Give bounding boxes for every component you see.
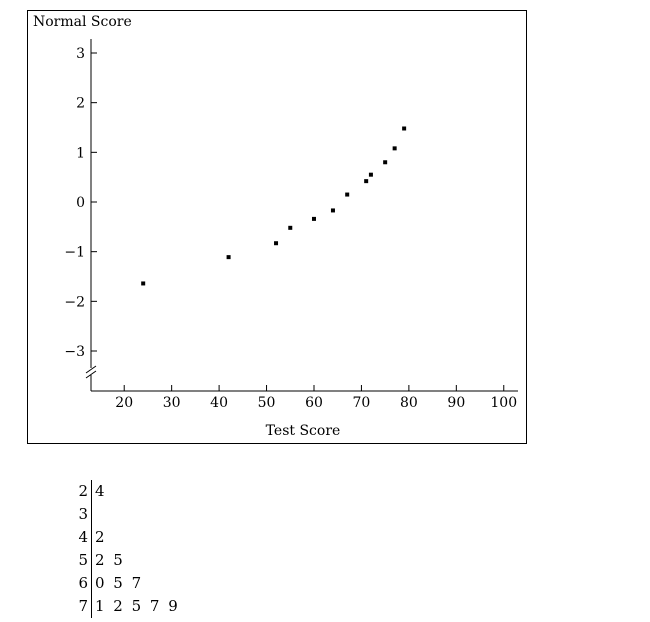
stem-value: 7 bbox=[66, 595, 92, 618]
x-tick-label: 100 bbox=[490, 395, 517, 411]
stem-value: 4 bbox=[66, 526, 92, 549]
x-tick-label: 70 bbox=[353, 395, 371, 411]
stem-value: 3 bbox=[66, 503, 92, 526]
x-tick-label: 40 bbox=[210, 395, 228, 411]
x-tick-label: 30 bbox=[163, 395, 181, 411]
x-tick-label: 80 bbox=[400, 395, 418, 411]
data-point bbox=[368, 172, 373, 177]
stem-value: 2 bbox=[66, 480, 92, 503]
stem-leaf-row: 3 bbox=[66, 503, 180, 526]
normal-probability-plot: Normal Score Test Score 20 30 40 50 60 70 80 90… bbox=[27, 10, 527, 444]
data-point bbox=[330, 208, 335, 213]
leaf-values: 1 2 5 7 9 bbox=[95, 597, 180, 615]
data-point bbox=[274, 241, 279, 246]
leaf-values: 4 bbox=[95, 482, 107, 500]
y-tick-label: −2 bbox=[64, 294, 85, 310]
axis-break-mark bbox=[85, 370, 97, 379]
leaf-values bbox=[92, 503, 95, 526]
y-tick-label: −3 bbox=[64, 344, 85, 360]
y-tick-label: −1 bbox=[64, 245, 85, 261]
x-tick-label: 50 bbox=[258, 395, 276, 411]
x-tick-label: 20 bbox=[115, 395, 133, 411]
y-tick-label: 1 bbox=[76, 145, 85, 161]
data-point bbox=[141, 281, 146, 286]
data-point bbox=[288, 225, 293, 230]
leaf-values: 2 5 bbox=[95, 551, 125, 569]
data-point bbox=[364, 179, 369, 184]
y-axis-label: Normal Score bbox=[33, 14, 132, 30]
tick-marks bbox=[91, 52, 505, 391]
data-point bbox=[402, 126, 407, 131]
x-tick-label: 60 bbox=[305, 395, 323, 411]
x-axis-label: Test Score bbox=[266, 423, 341, 439]
axes bbox=[85, 39, 518, 392]
tick-labels: 20 30 40 50 60 70 80 90 100 3 2 1 0 −1 −2 −3 bbox=[64, 46, 517, 411]
y-tick-label: 3 bbox=[76, 46, 85, 62]
data-point bbox=[226, 255, 231, 260]
data-points bbox=[141, 126, 407, 286]
data-point bbox=[311, 216, 316, 221]
data-point bbox=[383, 160, 388, 165]
x-tick-label: 90 bbox=[447, 395, 465, 411]
y-tick-label: 2 bbox=[76, 96, 85, 112]
chart-svg: Normal Score Test Score 20 30 40 50 60 70 80 90… bbox=[33, 14, 518, 439]
data-point bbox=[392, 146, 397, 151]
axis-break-mark bbox=[85, 365, 97, 374]
leaf-values: 2 bbox=[95, 528, 107, 546]
leaf-values: 0 5 7 bbox=[95, 574, 144, 592]
data-point bbox=[345, 192, 350, 197]
y-tick-label: 0 bbox=[76, 195, 85, 211]
stem-value: 6 bbox=[66, 572, 92, 595]
stem-value: 5 bbox=[66, 549, 92, 572]
